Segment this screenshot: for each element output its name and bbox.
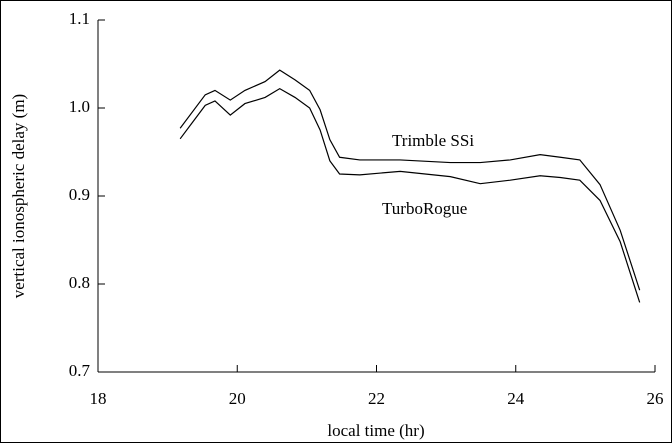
x-tick-label: 18 <box>90 389 107 408</box>
y-tick-label: 1.1 <box>69 9 90 28</box>
y-tick-label: 1.0 <box>69 97 90 116</box>
y-axis-label: vertical ionospheric delay (m) <box>9 94 28 298</box>
series-label: Trimble SSi <box>392 131 474 150</box>
x-axis-label: local time (hr) <box>327 421 424 440</box>
x-tick-label: 20 <box>229 389 246 408</box>
x-tick-label: 24 <box>507 389 525 408</box>
series-label: TurboRogue <box>382 199 467 218</box>
y-tick-label: 0.7 <box>69 361 91 380</box>
x-tick-label: 22 <box>368 389 385 408</box>
x-tick-label: 26 <box>647 389 664 408</box>
line-series <box>179 69 641 291</box>
line-series <box>179 87 641 303</box>
y-tick-label: 0.9 <box>69 185 90 204</box>
y-tick-label: 0.8 <box>69 273 90 292</box>
